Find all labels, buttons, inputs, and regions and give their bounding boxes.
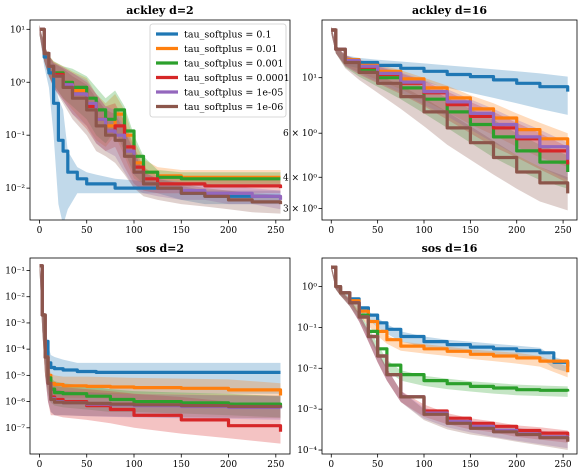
panel-3: sos d=2 0 50 100 150 200 250 10⁻¹ 10⁻² 10⁻³ 10⁻⁴ 10… [5, 242, 291, 470]
panel-title: sos d=16 [422, 242, 478, 255]
x-tick-label: 150 [173, 226, 190, 236]
x-tick-label: 50 [372, 226, 384, 236]
legend-label-5: tau_softplus = 1e-05 [184, 87, 283, 98]
y-tick-label: 10⁻⁶ [5, 398, 25, 408]
plot-area [39, 263, 283, 444]
y-tick-label: 10¹ [302, 74, 317, 84]
x-tick-label: 150 [173, 460, 190, 470]
x-tick-label: 150 [462, 226, 479, 236]
series-band-1 [331, 264, 568, 373]
y-tick-label: 10⁰ [10, 78, 25, 88]
y-tick-label: 4 × 10⁰ [283, 173, 317, 183]
x-tick-label: 0 [37, 460, 43, 470]
x-tick-label: 150 [462, 460, 479, 470]
legend: tau_softplus = 0.1 tau_softplus = 0.01 tau… [149, 23, 290, 118]
y-tick-label: 10⁻¹ [5, 267, 25, 277]
x-tick-label: 0 [37, 226, 43, 236]
y-tick-label: 3 × 10⁰ [283, 205, 317, 215]
y-tick-label: 10⁻¹ [5, 131, 25, 141]
plot-area [39, 25, 283, 220]
y-tick-label: 10⁻³ [5, 319, 25, 329]
y-tick-label: 10⁻³ [297, 405, 317, 415]
x-tick-label: 100 [125, 460, 142, 470]
x-tick-label: 250 [554, 460, 571, 470]
x-tick-label: 100 [415, 226, 432, 236]
y-tick-label: 6 × 10⁰ [283, 129, 317, 139]
y-tick-label: 10⁻² [5, 184, 25, 194]
y-tick-label: 10⁻¹ [297, 323, 317, 333]
axes-frame [29, 19, 291, 221]
panel-4: sos d=16 0 50 100 150 200 250 10⁰ 10⁻¹ 10⁻² 10⁻³ 10… [297, 242, 578, 470]
panel-2: ackley d=16 0 50 100 150 200 250 10¹ 6 × 10⁰ 4 × … [283, 4, 578, 236]
x-tick-label: 200 [220, 460, 237, 470]
series-band-1 [39, 263, 281, 394]
x-tick-label: 200 [508, 460, 525, 470]
y-tick-label: 10⁻² [5, 293, 25, 303]
legend-label-2: tau_softplus = 0.01 [184, 44, 278, 55]
x-tick-label: 250 [267, 460, 284, 470]
plot-area [331, 264, 570, 450]
x-tick-label: 250 [554, 226, 571, 236]
series-band-6 [331, 26, 568, 211]
x-tick-label: 0 [328, 226, 334, 236]
axes-frame [29, 257, 291, 455]
axes-frame [321, 257, 578, 455]
x-tick-label: 100 [415, 460, 432, 470]
legend-label-3: tau_softplus = 0.001 [184, 58, 284, 69]
y-tick-label: 10⁻⁵ [5, 371, 25, 381]
y-tick-label: 10⁻⁴ [297, 446, 317, 456]
legend-label-6: tau_softplus = 1e-06 [184, 102, 283, 113]
panel-title: ackley d=16 [412, 4, 487, 17]
series-band-4 [39, 263, 281, 444]
series-line-6 [39, 264, 283, 409]
legend-label-1: tau_softplus = 0.1 [184, 29, 272, 40]
axes-frame [321, 19, 578, 221]
series-line-6 [331, 28, 570, 194]
x-tick-label: 50 [372, 460, 384, 470]
legend-box [149, 23, 287, 118]
x-tick-label: 200 [220, 226, 237, 236]
x-tick-label: 100 [125, 226, 142, 236]
series-band-3 [331, 26, 568, 189]
series-band-2 [331, 264, 568, 378]
panel-title: sos d=2 [136, 242, 184, 255]
series-band-5 [39, 25, 281, 210]
y-tick-label: 10⁻² [297, 364, 317, 374]
series-band-1 [331, 26, 568, 115]
y-tick-label: 10⁻⁷ [5, 424, 25, 434]
series-line-1 [39, 264, 281, 374]
x-tick-label: 50 [81, 460, 93, 470]
y-tick-label: 10⁻⁴ [5, 345, 25, 355]
y-tick-label: 10¹ [10, 25, 25, 35]
series-line-6 [39, 27, 283, 205]
plot-area [331, 26, 570, 211]
x-tick-label: 0 [328, 460, 334, 470]
series-line-6 [331, 265, 570, 442]
legend-label-4: tau_softplus = 0.0001 [184, 73, 290, 84]
x-tick-label: 250 [267, 226, 284, 236]
y-tick-label: 10⁰ [302, 283, 317, 293]
x-tick-label: 200 [508, 226, 525, 236]
x-tick-label: 50 [81, 226, 93, 236]
panel-1: ackley d=2 0 50 100 150 200 250 10¹ 10⁰ 10⁻¹ 10⁻² t… [5, 4, 291, 236]
panel-title: ackley d=2 [126, 4, 193, 17]
